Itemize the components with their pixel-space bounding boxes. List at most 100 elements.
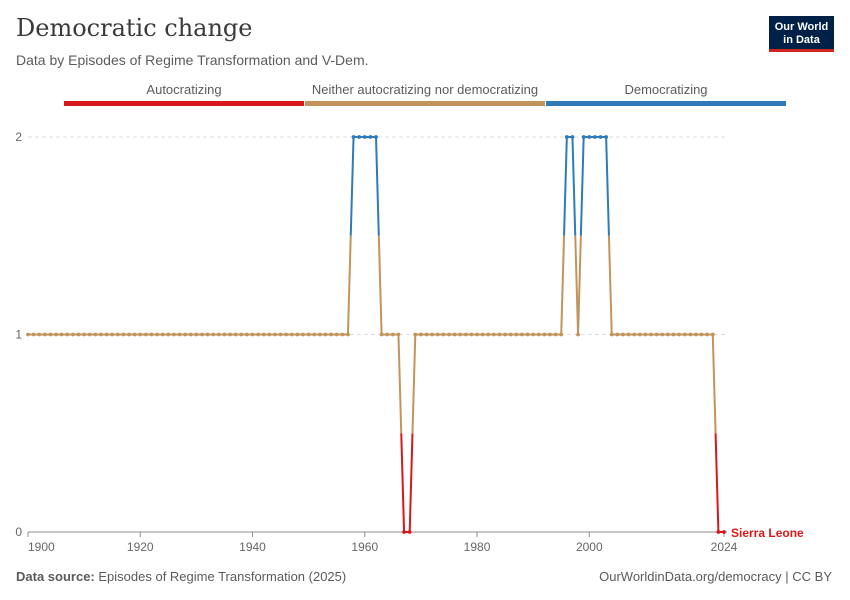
data-point[interactable]	[497, 332, 502, 337]
data-point[interactable]	[649, 332, 653, 337]
data-point[interactable]	[42, 332, 47, 337]
data-point[interactable]	[671, 332, 676, 337]
data-point[interactable]	[59, 332, 64, 337]
data-point[interactable]	[104, 332, 109, 337]
data-point[interactable]	[621, 332, 625, 337]
data-point[interactable]	[110, 332, 115, 337]
data-point[interactable]	[239, 332, 244, 337]
data-point[interactable]	[138, 332, 143, 337]
data-point[interactable]	[115, 332, 120, 337]
data-point[interactable]	[54, 332, 58, 337]
data-point[interactable]	[632, 332, 637, 337]
data-point[interactable]	[334, 332, 339, 337]
data-point[interactable]	[385, 332, 390, 337]
legend-autocratizing[interactable]: Autocratizing	[64, 82, 304, 106]
data-point[interactable]	[155, 332, 159, 337]
data-point[interactable]	[31, 332, 36, 337]
data-point[interactable]	[245, 332, 249, 337]
data-point[interactable]	[564, 135, 569, 139]
data-point[interactable]	[93, 332, 98, 337]
data-point[interactable]	[536, 332, 541, 337]
data-point[interactable]	[402, 530, 406, 534]
data-point[interactable]	[301, 332, 305, 337]
data-point[interactable]	[228, 332, 232, 337]
data-point[interactable]	[407, 530, 412, 534]
data-point[interactable]	[200, 332, 204, 337]
data-point[interactable]	[548, 332, 552, 337]
data-point[interactable]	[553, 332, 558, 337]
series-label[interactable]: Sierra Leone	[731, 526, 804, 540]
data-point[interactable]	[172, 332, 176, 337]
data-point[interactable]	[48, 332, 53, 337]
data-point[interactable]	[317, 332, 322, 337]
data-point[interactable]	[413, 332, 418, 337]
data-point[interactable]	[99, 332, 103, 337]
data-point[interactable]	[593, 135, 597, 139]
data-point[interactable]	[71, 332, 75, 337]
data-point[interactable]	[284, 332, 289, 337]
data-point[interactable]	[688, 332, 693, 337]
legend-neither[interactable]: Neither autocratizing nor democratizing	[305, 82, 545, 106]
data-point[interactable]	[716, 530, 721, 534]
data-point[interactable]	[390, 332, 395, 337]
data-point[interactable]	[637, 332, 642, 337]
data-point[interactable]	[194, 332, 199, 337]
data-point[interactable]	[542, 332, 547, 337]
data-point[interactable]	[463, 332, 468, 337]
legend-democratizing[interactable]: Democratizing	[546, 82, 786, 106]
data-point[interactable]	[419, 332, 423, 337]
data-point[interactable]	[626, 332, 631, 337]
data-point[interactable]	[374, 135, 378, 139]
data-point[interactable]	[531, 332, 536, 337]
data-point[interactable]	[643, 332, 648, 337]
data-point[interactable]	[329, 332, 333, 337]
data-point[interactable]	[82, 332, 87, 337]
data-point[interactable]	[396, 332, 401, 337]
data-point[interactable]	[76, 332, 81, 337]
data-point[interactable]	[441, 332, 446, 337]
data-point[interactable]	[346, 332, 350, 337]
data-point[interactable]	[559, 332, 564, 337]
data-point[interactable]	[469, 332, 474, 337]
data-point[interactable]	[87, 332, 92, 337]
data-point[interactable]	[581, 135, 586, 139]
data-point[interactable]	[143, 332, 148, 337]
data-point[interactable]	[306, 332, 311, 337]
data-point[interactable]	[222, 332, 227, 337]
data-point[interactable]	[435, 332, 440, 337]
data-point[interactable]	[37, 332, 42, 337]
data-point[interactable]	[289, 332, 294, 337]
data-point[interactable]	[160, 332, 165, 337]
data-point[interactable]	[216, 332, 221, 337]
data-point[interactable]	[250, 332, 255, 337]
data-point[interactable]	[183, 332, 188, 337]
data-point[interactable]	[368, 135, 373, 139]
data-point[interactable]	[447, 332, 451, 337]
data-point[interactable]	[177, 332, 182, 337]
data-point[interactable]	[694, 332, 698, 337]
data-point[interactable]	[127, 332, 131, 337]
data-point[interactable]	[486, 332, 491, 337]
data-point[interactable]	[615, 332, 620, 337]
data-point[interactable]	[273, 332, 277, 337]
data-point[interactable]	[458, 332, 463, 337]
data-point[interactable]	[267, 332, 272, 337]
data-point[interactable]	[660, 332, 665, 337]
data-point[interactable]	[357, 135, 362, 139]
data-point[interactable]	[452, 332, 457, 337]
data-point[interactable]	[424, 332, 429, 337]
data-point[interactable]	[677, 332, 681, 337]
data-point[interactable]	[188, 332, 193, 337]
data-point[interactable]	[604, 135, 609, 139]
data-point[interactable]	[525, 332, 530, 337]
data-point[interactable]	[598, 135, 603, 139]
data-point[interactable]	[570, 135, 575, 139]
data-point[interactable]	[491, 332, 496, 337]
data-point[interactable]	[480, 332, 485, 337]
owid-logo[interactable]: Our World in Data	[769, 16, 834, 52]
data-point[interactable]	[362, 135, 367, 139]
footer-url[interactable]: OurWorldinData.org/democracy | CC BY	[599, 569, 832, 584]
data-point[interactable]	[508, 332, 513, 337]
data-point[interactable]	[211, 332, 216, 337]
data-point[interactable]	[26, 332, 30, 337]
